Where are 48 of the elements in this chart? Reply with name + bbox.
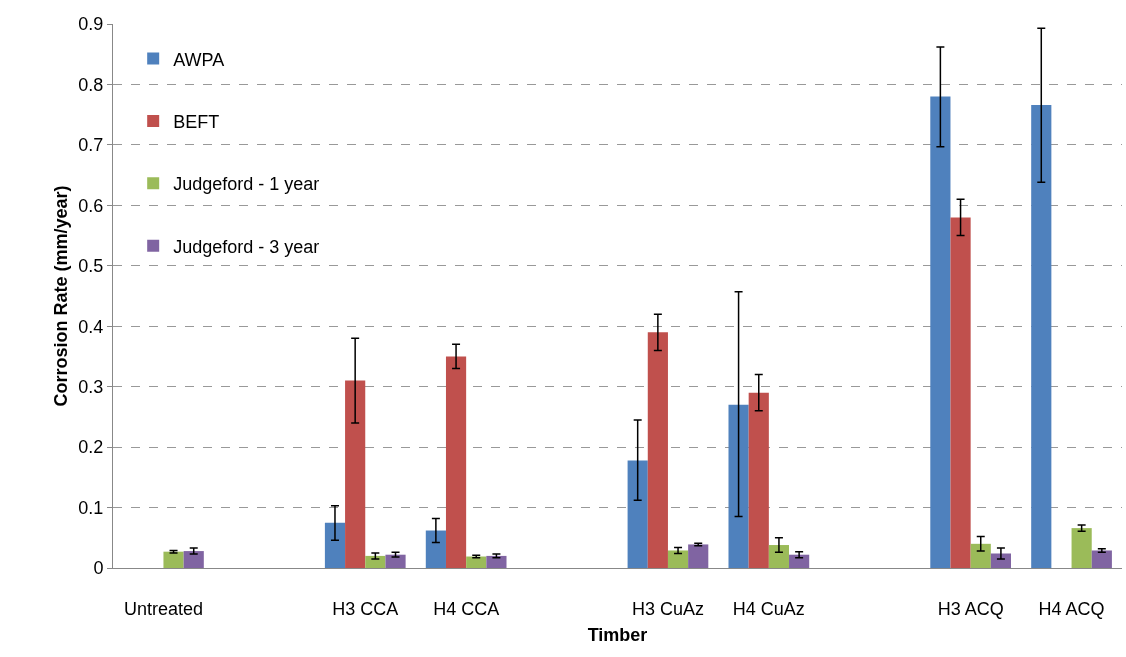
bar	[728, 404, 749, 568]
bar	[365, 555, 386, 568]
legend-label: Judgeford - 3 year	[173, 236, 320, 257]
bar	[647, 332, 668, 568]
bar	[324, 522, 346, 568]
x-tick-label: H3 CuAz	[631, 598, 704, 619]
y-tick-label: 0.6	[78, 195, 104, 216]
y-tick-label: 0	[93, 558, 104, 579]
y-tick-label: 0.1	[78, 497, 104, 518]
bar	[950, 217, 971, 568]
bar	[768, 545, 790, 568]
bar	[183, 551, 204, 568]
y-tick-label: 0.9	[78, 14, 104, 35]
y-tick-label: 0.3	[78, 376, 104, 397]
bar	[1071, 528, 1092, 568]
bar	[486, 555, 507, 568]
x-tick-label: Untreated	[123, 598, 203, 619]
bar	[789, 554, 810, 568]
y-tick-label: 0.5	[78, 256, 104, 277]
y-tick-label: 0.2	[78, 437, 104, 458]
legend-label: BEFT	[173, 111, 220, 132]
y-tick-label: 0.7	[78, 135, 104, 156]
bar	[345, 380, 366, 568]
bar	[425, 530, 446, 568]
y-tick-label: 0.8	[78, 74, 104, 95]
bar	[748, 392, 769, 568]
bar	[970, 543, 991, 568]
legend-label: AWPA	[173, 49, 225, 70]
bar	[445, 356, 467, 568]
x-tick-label: H3 CCA	[332, 598, 399, 619]
y-axis-title: Corrosion Rate (mm/year)	[51, 185, 71, 407]
x-axis-title: Timber	[587, 624, 648, 645]
bar	[990, 553, 1012, 568]
bar	[667, 550, 689, 568]
bar	[1031, 105, 1052, 568]
bar	[163, 551, 184, 568]
x-tick-label: H4 CCA	[433, 598, 500, 619]
bar	[1091, 550, 1112, 568]
bar	[627, 460, 648, 568]
bar	[466, 556, 487, 568]
y-tick-label: 0.4	[78, 316, 104, 337]
bar	[688, 544, 709, 568]
x-tick-label: H4 CuAz	[732, 598, 805, 619]
legend-label: Judgeford - 1 year	[173, 174, 320, 195]
x-tick-label: H3 ACQ	[937, 598, 1004, 619]
x-tick-label: H4 ACQ	[1038, 598, 1105, 619]
bar	[385, 554, 406, 568]
bar	[930, 96, 951, 568]
